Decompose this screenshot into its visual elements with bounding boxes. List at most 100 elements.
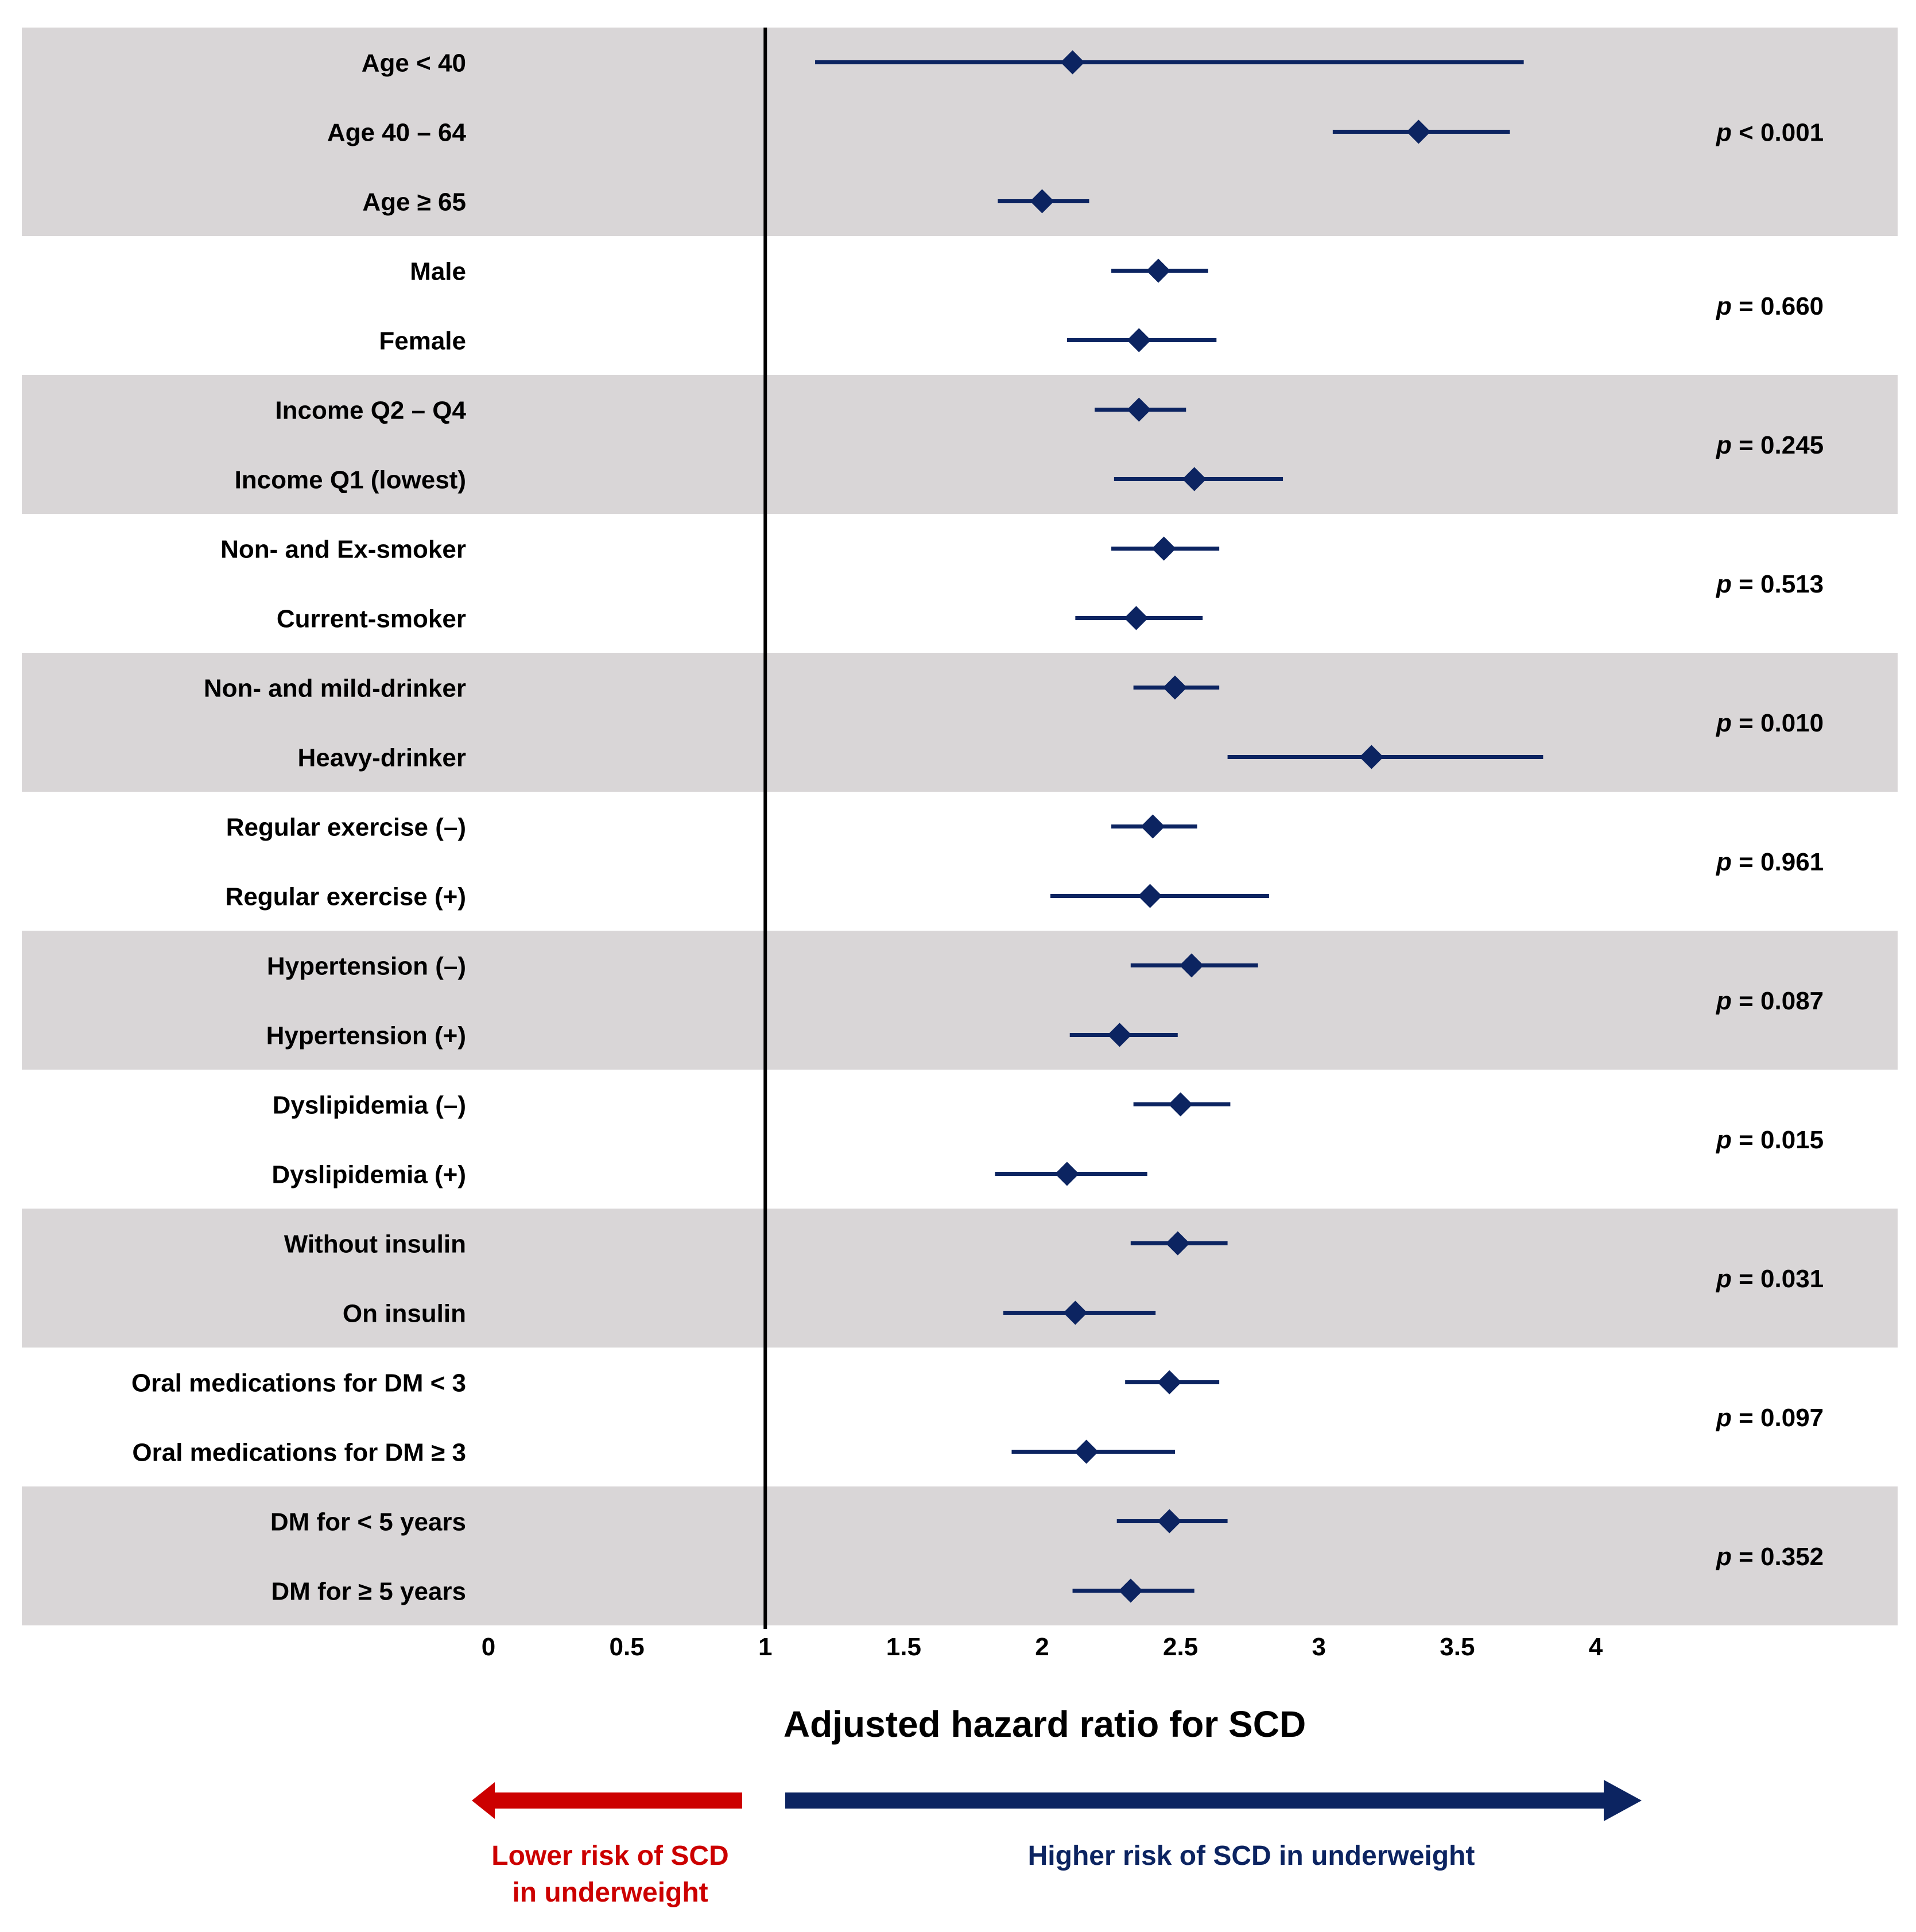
lower-risk-label-line2: in underweight [512,1877,708,1908]
p-value-label: p = 0.031 [1716,1265,1824,1293]
p-value-label: p = 0.010 [1716,709,1824,737]
hr-marker [1157,1509,1182,1534]
p-symbol: p [1716,1543,1732,1571]
hr-marker [1127,397,1151,422]
x-tick-label: 0.5 [610,1633,645,1661]
group-band [22,931,1898,1070]
x-tick-label: 3 [1312,1633,1326,1661]
row-label: Regular exercise (+) [226,883,466,911]
row-label: Hypertension (–) [267,953,466,981]
x-tick-label: 2.5 [1163,1633,1198,1661]
row-label: Female [379,327,466,355]
p-value: = 0.961 [1732,848,1824,876]
hr-marker [1118,1578,1143,1603]
p-symbol: p [1716,987,1732,1015]
p-symbol: p [1716,570,1732,598]
row-label: Age 40 – 64 [327,119,467,147]
p-value-label: p = 0.352 [1716,1543,1824,1571]
hr-marker [1063,1300,1088,1325]
group-band [22,28,1898,236]
p-value-label: p = 0.961 [1716,848,1824,876]
group-band [22,1209,1898,1348]
row-label: Age ≥ 65 [362,188,466,216]
p-value-label: p = 0.087 [1716,987,1824,1015]
group-band [22,653,1898,792]
hr-marker [1127,328,1151,353]
p-value-label: p = 0.660 [1716,292,1824,320]
row-label: DM for < 5 years [270,1508,466,1536]
row-label: Age < 40 [362,49,466,78]
row-label: Heavy-drinker [298,744,466,772]
p-value: = 0.660 [1732,292,1824,320]
p-value: = 0.352 [1732,1543,1824,1571]
x-tick-label: 0 [482,1633,495,1661]
p-value: < 0.001 [1732,119,1824,147]
hr-marker [1168,1092,1193,1117]
row-label: Without insulin [284,1230,466,1259]
lower-risk-arrow [472,1782,742,1819]
hr-marker [1165,1231,1190,1256]
p-symbol: p [1716,709,1732,737]
higher-risk-arrow [785,1780,1642,1821]
p-value: = 0.097 [1732,1404,1824,1432]
hr-marker [1074,1439,1099,1464]
group-band [22,1486,1898,1625]
p-value: = 0.031 [1732,1265,1824,1293]
lower-risk-label-line1: Lower risk of SCD [491,1841,728,1871]
row-label: Oral medications for DM < 3 [131,1369,466,1397]
hr-marker [1146,258,1171,283]
row-label: Dyslipidemia (+) [272,1161,466,1189]
hr-marker [1030,189,1054,214]
hr-marker [1359,745,1384,769]
p-value: = 0.010 [1732,709,1824,737]
row-label: Non- and Ex-smoker [220,536,466,564]
row-label: Current-smoker [277,605,466,633]
p-value-label: p = 0.015 [1716,1126,1824,1154]
x-tick-label: 4 [1589,1633,1603,1661]
hr-marker [1054,1161,1079,1186]
hr-marker [1107,1023,1132,1047]
hr-marker [1406,119,1431,144]
row-label: Hypertension (+) [266,1022,466,1050]
hr-marker [1182,467,1207,491]
p-symbol: p [1716,1404,1732,1432]
higher-risk-label: Higher risk of SCD in underweight [1028,1841,1475,1871]
x-tick-label: 3.5 [1440,1633,1475,1661]
p-symbol: p [1716,431,1732,459]
hr-marker [1162,675,1187,700]
p-value: = 0.513 [1732,570,1824,598]
hr-marker [1157,1370,1182,1395]
row-label: Income Q1 (lowest) [235,466,466,494]
x-tick-label: 1 [758,1633,772,1661]
x-axis-label: Adjusted hazard ratio for SCD [784,1703,1306,1745]
p-symbol: p [1716,848,1732,876]
row-label: Male [410,258,466,286]
row-label: On insulin [343,1300,466,1328]
row-label: Income Q2 – Q4 [275,397,466,425]
row-label: Non- and mild-drinker [204,675,466,703]
p-value-label: p = 0.097 [1716,1404,1824,1432]
p-value-label: p = 0.513 [1716,570,1824,598]
row-label: Oral medications for DM ≥ 3 [132,1439,466,1467]
p-symbol: p [1716,119,1732,147]
hr-marker [1151,536,1176,561]
p-symbol: p [1716,1265,1732,1293]
hr-marker [1124,606,1149,630]
p-value: = 0.015 [1732,1126,1824,1154]
hr-marker [1179,953,1204,978]
p-value: = 0.245 [1732,431,1824,459]
group-band [22,375,1898,514]
p-value-label: p < 0.001 [1716,119,1824,147]
row-label: Regular exercise (–) [226,814,466,842]
p-value: = 0.087 [1732,987,1824,1015]
hr-marker [1141,814,1165,839]
hr-marker [1060,50,1085,75]
row-label: DM for ≥ 5 years [271,1578,466,1606]
x-tick-label: 2 [1035,1633,1049,1661]
row-label: Dyslipidemia (–) [273,1091,466,1120]
p-value-label: p = 0.245 [1716,431,1824,459]
hr-marker [1138,884,1162,908]
p-symbol: p [1716,1126,1732,1154]
p-symbol: p [1716,292,1732,320]
